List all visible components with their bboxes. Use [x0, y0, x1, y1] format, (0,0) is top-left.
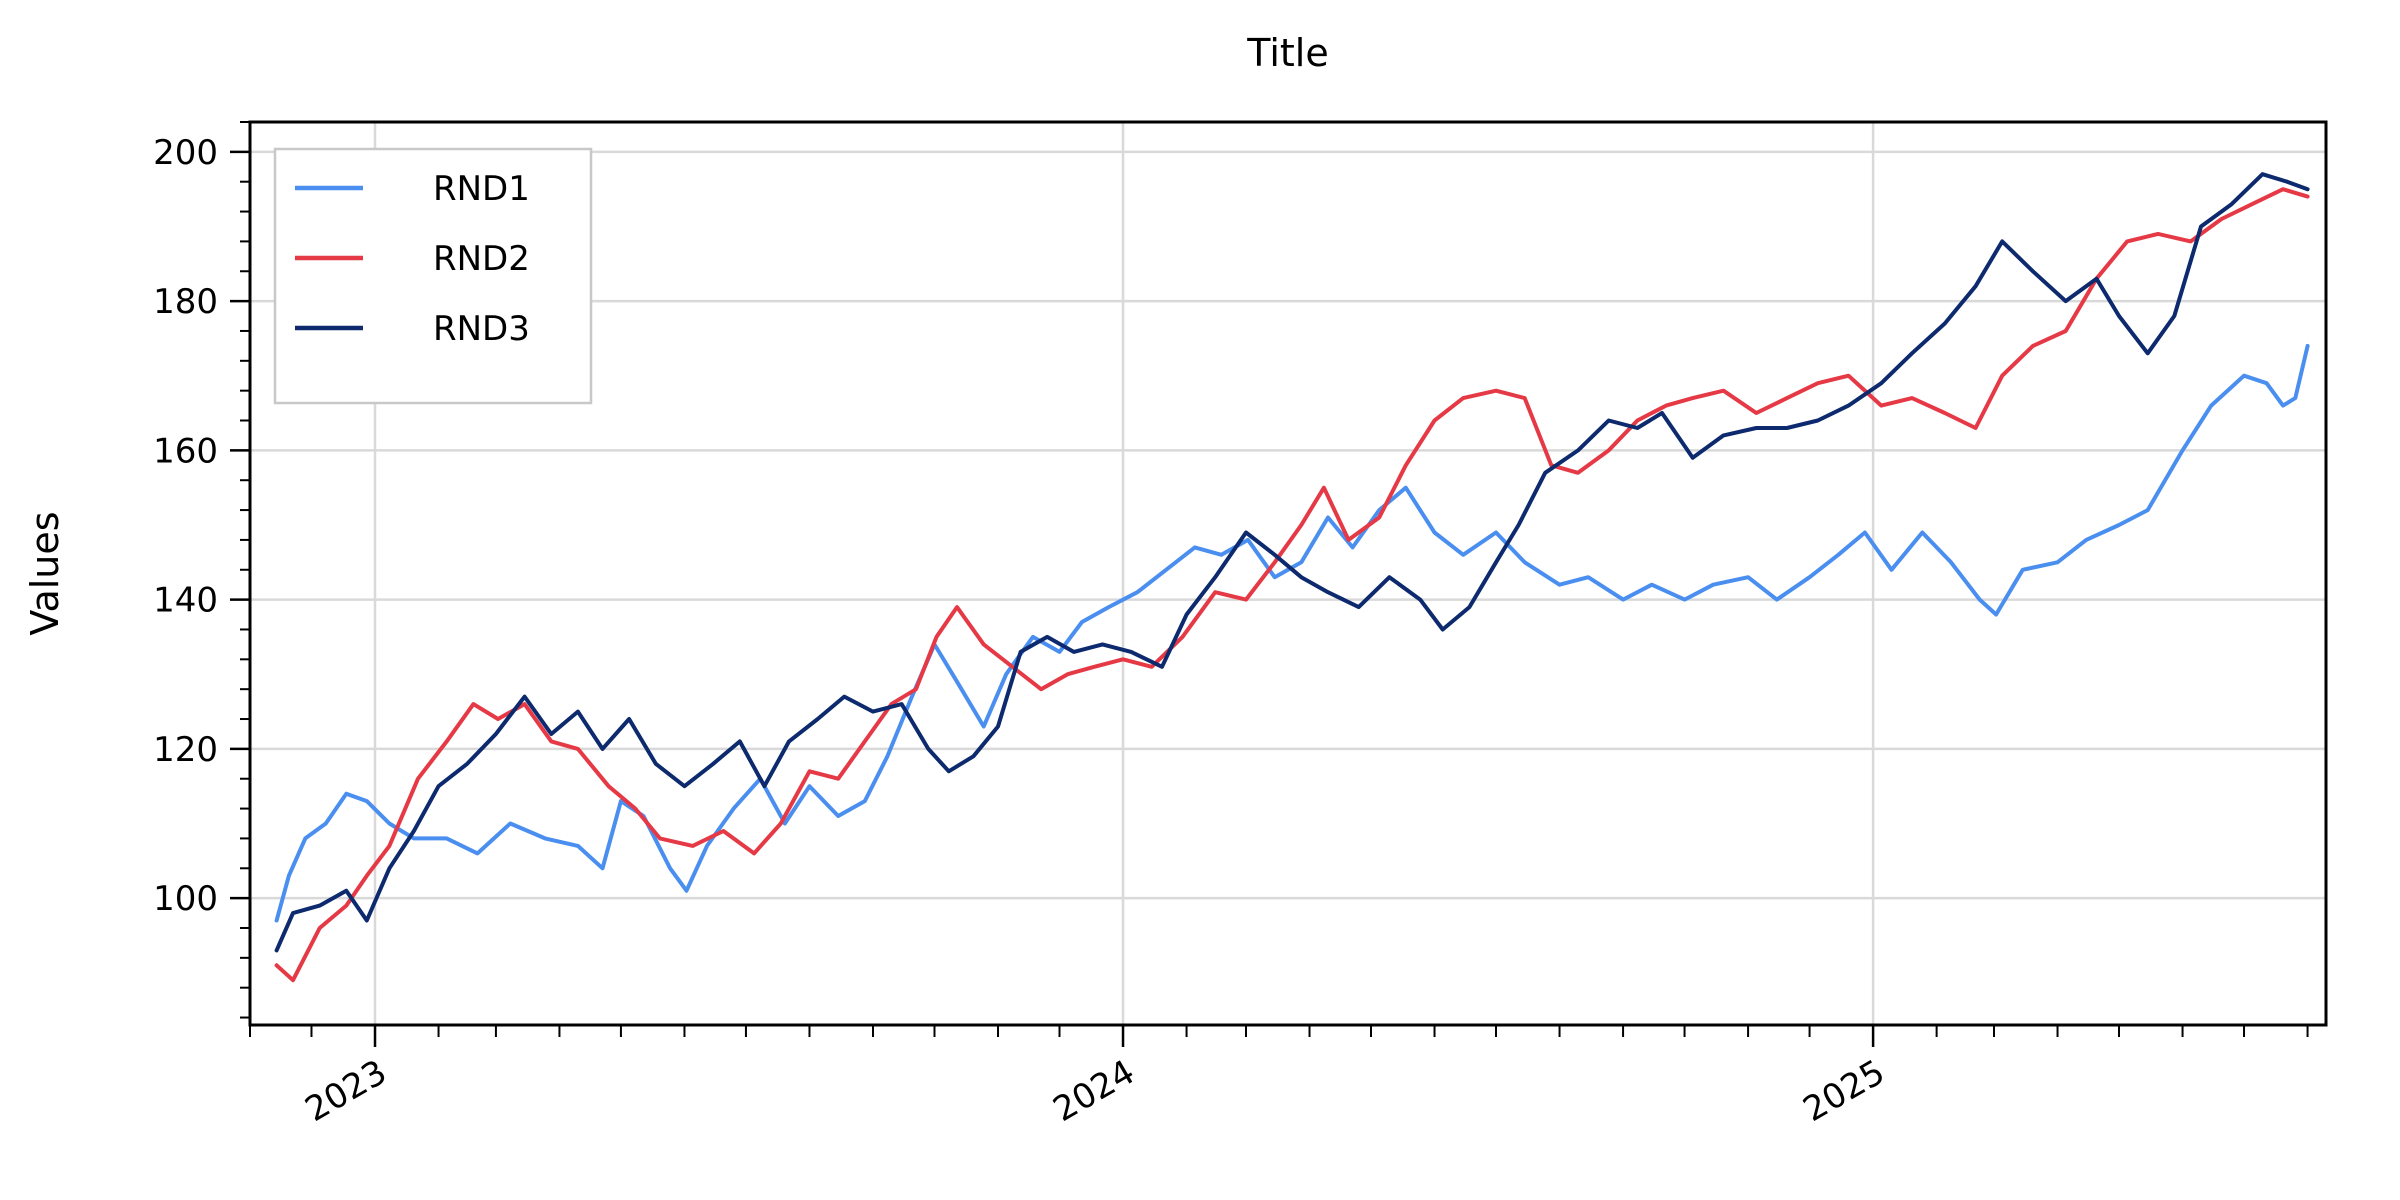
legend: RND1 RND2 RND3 — [273, 147, 593, 405]
series-group — [274, 172, 2310, 983]
legend-label-rnd2: RND2 — [433, 239, 530, 279]
legend-label-rnd1: RND1 — [433, 169, 530, 209]
y-tick-label: 140 — [153, 581, 218, 621]
y-tick-label: 120 — [153, 730, 218, 770]
y-axis-label: Values — [23, 511, 67, 635]
y-tick-label: 180 — [153, 282, 218, 322]
grid — [250, 122, 2326, 1025]
legend-box — [273, 147, 593, 405]
series-line-rnd3 — [274, 172, 2310, 953]
chart-title: Title — [1246, 31, 1328, 75]
series-line-rnd2 — [274, 187, 2310, 983]
y-tick-label: 160 — [153, 431, 218, 471]
plot-frame — [248, 120, 2328, 1027]
y-tick-label: 100 — [153, 879, 218, 919]
legend-label-rnd3: RND3 — [433, 309, 530, 349]
y-tick-label: 200 — [153, 133, 218, 173]
